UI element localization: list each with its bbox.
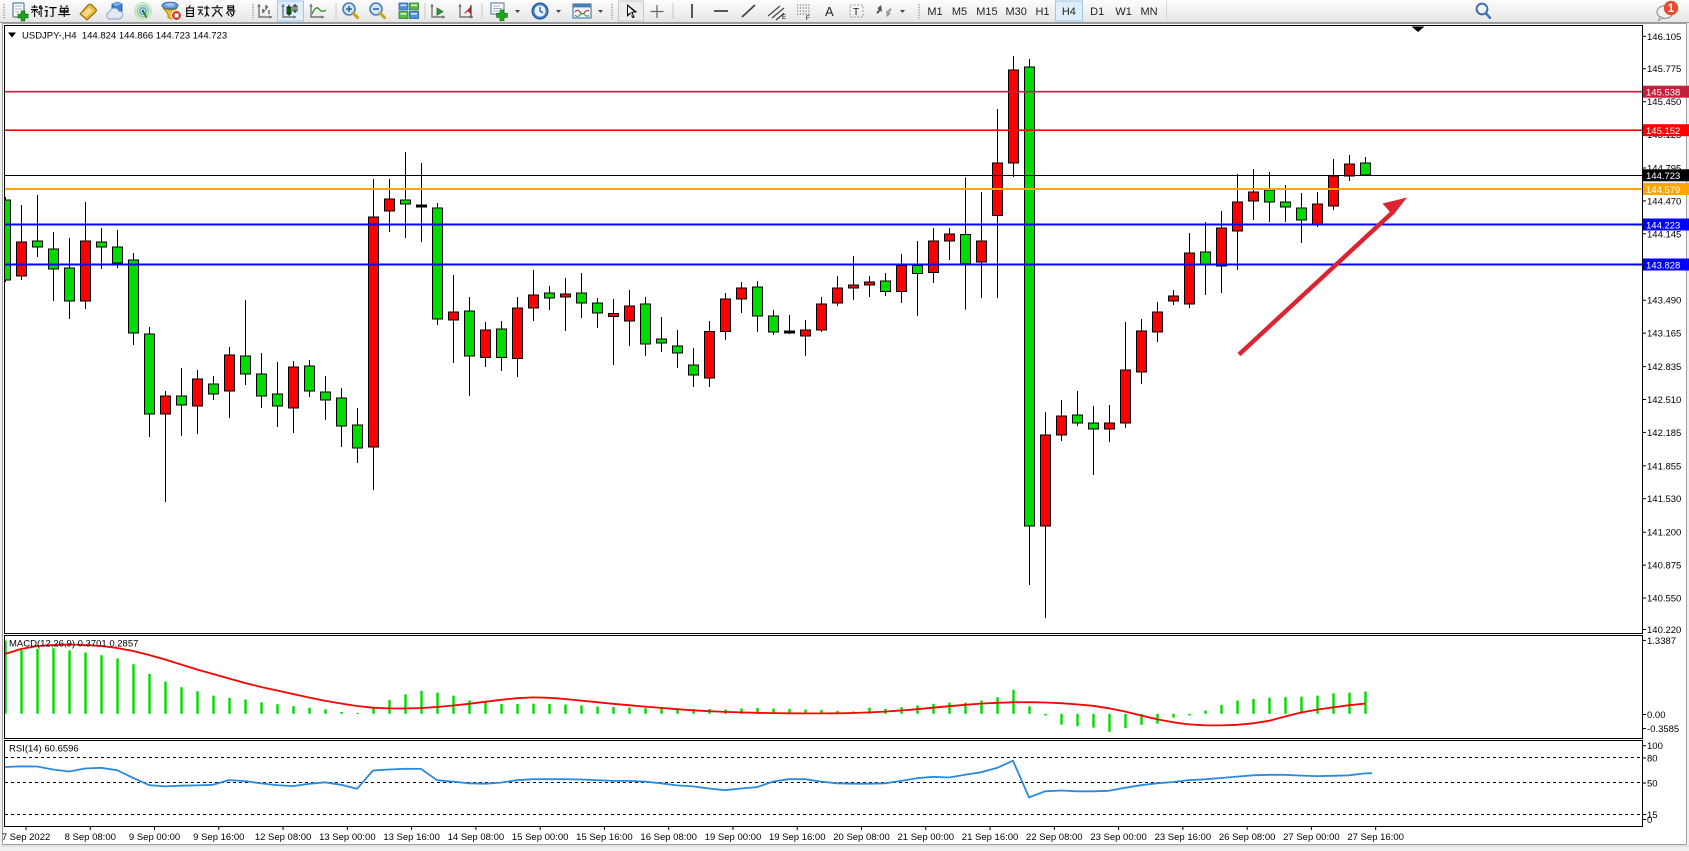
- svg-text:145.450: 145.450: [1647, 97, 1681, 108]
- svg-text:50: 50: [1647, 779, 1658, 790]
- svg-text:A: A: [825, 4, 834, 19]
- svg-text:7 Sep 2022: 7 Sep 2022: [2, 832, 51, 843]
- svg-text:140.875: 140.875: [1647, 561, 1681, 572]
- svg-text:9 Sep 16:00: 9 Sep 16:00: [193, 832, 244, 843]
- svg-text:12 Sep 08:00: 12 Sep 08:00: [255, 832, 312, 843]
- svg-text:145.152: 145.152: [1646, 126, 1680, 137]
- svg-text:14 Sep 08:00: 14 Sep 08:00: [448, 832, 505, 843]
- svg-text:9 Sep 00:00: 9 Sep 00:00: [129, 832, 180, 843]
- svg-text:M30: M30: [1005, 6, 1026, 18]
- svg-text:19 Sep 16:00: 19 Sep 16:00: [769, 832, 826, 843]
- svg-text:143.490: 143.490: [1647, 296, 1681, 307]
- svg-text:H1: H1: [1035, 6, 1049, 18]
- svg-text:146.105: 146.105: [1647, 32, 1681, 43]
- svg-text:-0.3585: -0.3585: [1647, 724, 1679, 735]
- svg-text:M1: M1: [927, 6, 942, 18]
- svg-text:141.855: 141.855: [1647, 461, 1681, 472]
- svg-text:1: 1: [1668, 3, 1675, 15]
- svg-text:1.3387: 1.3387: [1647, 636, 1676, 647]
- svg-text:23 Sep 00:00: 23 Sep 00:00: [1090, 832, 1147, 843]
- svg-text:MACD(12,26,9) 0.3701 0.2857: MACD(12,26,9) 0.3701 0.2857: [9, 639, 138, 650]
- svg-text:22 Sep 08:00: 22 Sep 08:00: [1026, 832, 1083, 843]
- svg-text:140.220: 140.220: [1647, 625, 1681, 636]
- svg-text:145.775: 145.775: [1647, 64, 1681, 75]
- svg-text:15 Sep 16:00: 15 Sep 16:00: [576, 832, 633, 843]
- svg-text:W1: W1: [1115, 6, 1132, 18]
- svg-text:143.828: 143.828: [1646, 260, 1680, 271]
- svg-text:144.579: 144.579: [1646, 185, 1680, 196]
- svg-text:144.795: 144.795: [1647, 164, 1681, 175]
- svg-text:144.223: 144.223: [1646, 220, 1680, 231]
- svg-text:144.145: 144.145: [1647, 229, 1681, 240]
- svg-text:26 Sep 08:00: 26 Sep 08:00: [1219, 832, 1276, 843]
- svg-text:80: 80: [1647, 754, 1658, 765]
- svg-text:144.723: 144.723: [1646, 171, 1680, 182]
- svg-text:13 Sep 16:00: 13 Sep 16:00: [383, 832, 440, 843]
- svg-text:USDJPY-,H4 144.824 144.866 14: USDJPY-,H4 144.824 144.866 144.723 144.7…: [22, 31, 227, 42]
- svg-text:142.185: 142.185: [1647, 428, 1681, 439]
- svg-text:27 Sep 16:00: 27 Sep 16:00: [1347, 832, 1404, 843]
- svg-text:15: 15: [1647, 810, 1658, 821]
- svg-text:27 Sep 00:00: 27 Sep 00:00: [1283, 832, 1340, 843]
- svg-text:143.165: 143.165: [1647, 329, 1681, 340]
- svg-text:144.470: 144.470: [1647, 196, 1681, 207]
- svg-text:F: F: [806, 16, 810, 22]
- svg-text:23 Sep 16:00: 23 Sep 16:00: [1155, 832, 1212, 843]
- svg-text:141.200: 141.200: [1647, 528, 1681, 539]
- svg-text:8 Sep 08:00: 8 Sep 08:00: [65, 832, 116, 843]
- svg-text:142.510: 142.510: [1647, 395, 1681, 406]
- svg-text:T: T: [853, 7, 859, 18]
- svg-text:140.550: 140.550: [1647, 594, 1681, 605]
- svg-text:D1: D1: [1090, 6, 1104, 18]
- svg-text:16 Sep 08:00: 16 Sep 08:00: [640, 832, 697, 843]
- svg-text:19 Sep 00:00: 19 Sep 00:00: [705, 832, 762, 843]
- svg-text:RSI(14) 60.6596: RSI(14) 60.6596: [9, 744, 79, 755]
- svg-text:0: 0: [1647, 815, 1652, 826]
- svg-text:21 Sep 16:00: 21 Sep 16:00: [962, 832, 1019, 843]
- svg-text:141.530: 141.530: [1647, 494, 1681, 505]
- svg-text:E: E: [782, 15, 786, 21]
- svg-text:M5: M5: [952, 6, 967, 18]
- svg-text:0.00: 0.00: [1647, 710, 1666, 721]
- svg-text:MN: MN: [1140, 6, 1157, 18]
- svg-text:M15: M15: [976, 6, 997, 18]
- svg-text:21 Sep 00:00: 21 Sep 00:00: [898, 832, 955, 843]
- svg-text:142.835: 142.835: [1647, 362, 1681, 373]
- svg-text:13 Sep 00:00: 13 Sep 00:00: [319, 832, 376, 843]
- svg-text:15 Sep 00:00: 15 Sep 00:00: [512, 832, 569, 843]
- svg-text:H4: H4: [1062, 6, 1076, 18]
- svg-text:145.538: 145.538: [1646, 88, 1680, 99]
- svg-text:100: 100: [1647, 741, 1663, 752]
- svg-text:20 Sep 08:00: 20 Sep 08:00: [833, 832, 890, 843]
